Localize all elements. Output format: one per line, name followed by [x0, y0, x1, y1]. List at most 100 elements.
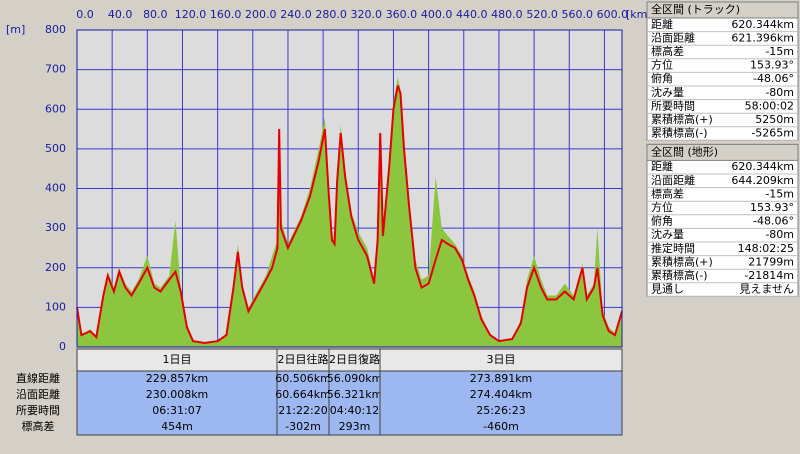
- x-tick-label: 600.0: [597, 8, 629, 21]
- segment-name: 2日目往路: [278, 352, 329, 366]
- panel-label: 沿面距離: [651, 30, 695, 44]
- segment-cells: [379, 370, 623, 436]
- panel-label: 累積標高(-): [651, 268, 708, 282]
- panel-value: -48.06°: [753, 215, 794, 228]
- panel-header: [646, 143, 799, 161]
- segment-cell: -302m: [285, 420, 321, 433]
- segment-cell: 274.404km: [470, 388, 533, 401]
- track-line: [76, 85, 623, 345]
- panel-label: 沿面距離: [651, 173, 695, 187]
- panel-label: 標高差: [651, 44, 684, 58]
- panel-value: -5265m: [751, 127, 794, 140]
- panel-label: 距離: [651, 17, 673, 31]
- segment-cell: 454m: [161, 420, 193, 433]
- panel-value: -15m: [765, 187, 794, 200]
- y-tick-label: 300: [45, 221, 66, 234]
- panel-value: 5250m: [755, 113, 794, 126]
- panel-value: -48.06°: [753, 72, 794, 85]
- segment-cell: 06:31:07: [152, 404, 201, 417]
- panel-label: 距離: [651, 159, 673, 173]
- panel-value: 見えません: [739, 283, 794, 296]
- panel-value: 644.209km: [731, 174, 794, 187]
- panel-value: 621.396km: [731, 31, 794, 44]
- panel-label: 標高差: [651, 186, 684, 200]
- y-tick-label: 100: [45, 300, 66, 313]
- x-tick-label: 440.0: [456, 8, 488, 21]
- x-tick-label: 200.0: [245, 8, 277, 21]
- segment-name: 2日目復路: [329, 353, 380, 366]
- x-tick-label: 320.0: [351, 8, 383, 21]
- panel-label: 沈み量: [651, 85, 684, 99]
- y-unit: [m]: [6, 23, 25, 36]
- segment-cell: 56.090km: [327, 372, 383, 385]
- panel-title: 全区間 (地形): [651, 144, 718, 158]
- panel: [646, 143, 799, 297]
- panel-label: 方位: [651, 58, 673, 72]
- segment-cell: 21:22:20: [278, 404, 327, 417]
- panel-label: 沈み量: [651, 227, 684, 241]
- x-tick-label: 560.0: [562, 8, 594, 21]
- panel-value: 21799m: [748, 255, 794, 268]
- segment-name: 3日目: [487, 353, 516, 366]
- x-tick-label: 360.0: [386, 8, 418, 21]
- segment-cell: 56.321km: [327, 388, 383, 401]
- x-tick-label: 40.0: [108, 8, 133, 21]
- y-tick-label: 700: [45, 63, 66, 76]
- y-tick-label: 200: [45, 261, 66, 274]
- x-tick-label: 120.0: [175, 8, 207, 21]
- x-tick-label: 240.0: [280, 8, 312, 21]
- x-tick-label: 520.0: [526, 8, 558, 21]
- x-tick-label: 160.0: [210, 8, 242, 21]
- row-label: 標高差: [22, 419, 55, 433]
- panel-label: 累積標高(-): [651, 126, 708, 140]
- segment-cell: 293m: [339, 420, 371, 433]
- row-label: 沿面距離: [16, 387, 60, 401]
- panel-value: 153.93°: [750, 201, 794, 214]
- y-tick-label: 600: [45, 102, 66, 115]
- terrain-area: [77, 77, 622, 348]
- panel-value: -80m: [765, 228, 794, 241]
- panel-value: 148:02:25: [738, 242, 794, 255]
- segment-cell: 229.857km: [146, 372, 209, 385]
- panel-value: 620.344km: [731, 18, 794, 31]
- panel-label: 方位: [651, 200, 673, 214]
- panel-label: 所要時間: [651, 99, 695, 112]
- x-tick-label: 80.0: [143, 8, 168, 21]
- segment-cell: 60.664km: [275, 388, 331, 401]
- panel-value: -15m: [765, 45, 794, 58]
- segment-cell: 60.506km: [275, 372, 331, 385]
- segment-cell: -460m: [483, 420, 519, 433]
- panel-value: 58:00:02: [745, 99, 794, 112]
- panel-label: 累積標高(+): [651, 112, 713, 126]
- segment-name: 1日目: [163, 353, 192, 366]
- x-tick-label: 400.0: [421, 8, 453, 21]
- panel-label: 俯角: [651, 214, 673, 228]
- panel-title: 全区間 (トラック): [651, 2, 740, 16]
- x-tick-label: 0.0: [76, 8, 94, 21]
- segment-cell: 04:40:12: [330, 404, 379, 417]
- panel-value: -80m: [765, 86, 794, 99]
- segment-cell: 230.008km: [146, 388, 209, 401]
- row-label: 所要時間: [16, 404, 60, 417]
- segment-cell: 273.891km: [470, 372, 533, 385]
- segment-cell: 25:26:23: [476, 404, 525, 417]
- panel-label: 俯角: [651, 71, 673, 85]
- x-tick-label: 280.0: [315, 8, 347, 21]
- panel-label: 累積標高(+): [651, 254, 713, 268]
- panel-value: -21814m: [744, 269, 794, 282]
- y-tick-label: 500: [45, 142, 66, 155]
- x-tick-label: 480.0: [491, 8, 523, 21]
- panel-header: [646, 1, 799, 19]
- panel-label: 見通し: [651, 283, 684, 296]
- segment-cells: [328, 370, 381, 436]
- panel-label: 推定時間: [651, 241, 695, 255]
- plot-frame: [76, 29, 623, 348]
- y-tick-label: 400: [45, 182, 66, 195]
- row-label: 直線距離: [16, 371, 60, 385]
- y-tick-label: 0: [59, 340, 66, 353]
- panel-value: 153.93°: [750, 59, 794, 72]
- y-tick-label: 800: [45, 23, 66, 36]
- segment-cells: [76, 370, 278, 436]
- x-unit: [km]: [626, 8, 652, 21]
